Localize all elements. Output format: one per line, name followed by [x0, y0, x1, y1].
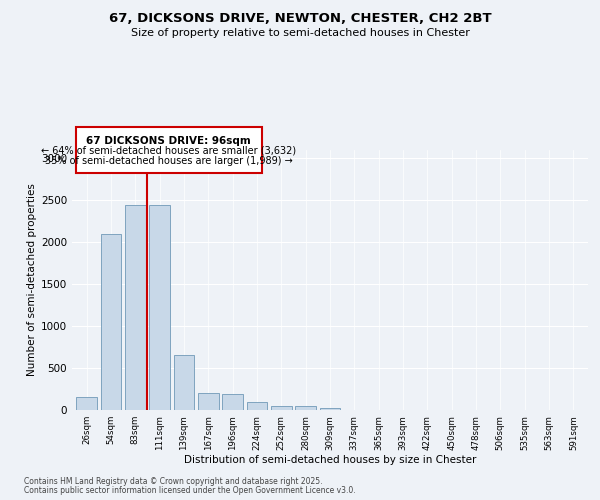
Bar: [271, 406, 292, 410]
Bar: [222, 394, 243, 410]
Text: 67 DICKSONS DRIVE: 96sqm: 67 DICKSONS DRIVE: 96sqm: [86, 136, 251, 145]
Bar: [320, 408, 340, 410]
Bar: [101, 234, 121, 410]
Y-axis label: Number of semi-detached properties: Number of semi-detached properties: [27, 184, 37, 376]
Text: 35% of semi-detached houses are larger (1,989) →: 35% of semi-detached houses are larger (…: [45, 156, 293, 166]
Bar: [125, 204, 146, 410]
X-axis label: Distribution of semi-detached houses by size in Chester: Distribution of semi-detached houses by …: [184, 456, 476, 466]
Bar: [173, 356, 194, 410]
Bar: [76, 398, 97, 410]
Bar: [247, 402, 268, 410]
Text: Size of property relative to semi-detached houses in Chester: Size of property relative to semi-detach…: [131, 28, 469, 38]
Bar: [149, 204, 170, 410]
Bar: [295, 406, 316, 410]
Text: 67, DICKSONS DRIVE, NEWTON, CHESTER, CH2 2BT: 67, DICKSONS DRIVE, NEWTON, CHESTER, CH2…: [109, 12, 491, 26]
Bar: [198, 393, 218, 410]
Text: ← 64% of semi-detached houses are smaller (3,632): ← 64% of semi-detached houses are smalle…: [41, 146, 296, 156]
Text: Contains public sector information licensed under the Open Government Licence v3: Contains public sector information licen…: [24, 486, 356, 495]
FancyBboxPatch shape: [76, 126, 262, 172]
Text: Contains HM Land Registry data © Crown copyright and database right 2025.: Contains HM Land Registry data © Crown c…: [24, 477, 323, 486]
